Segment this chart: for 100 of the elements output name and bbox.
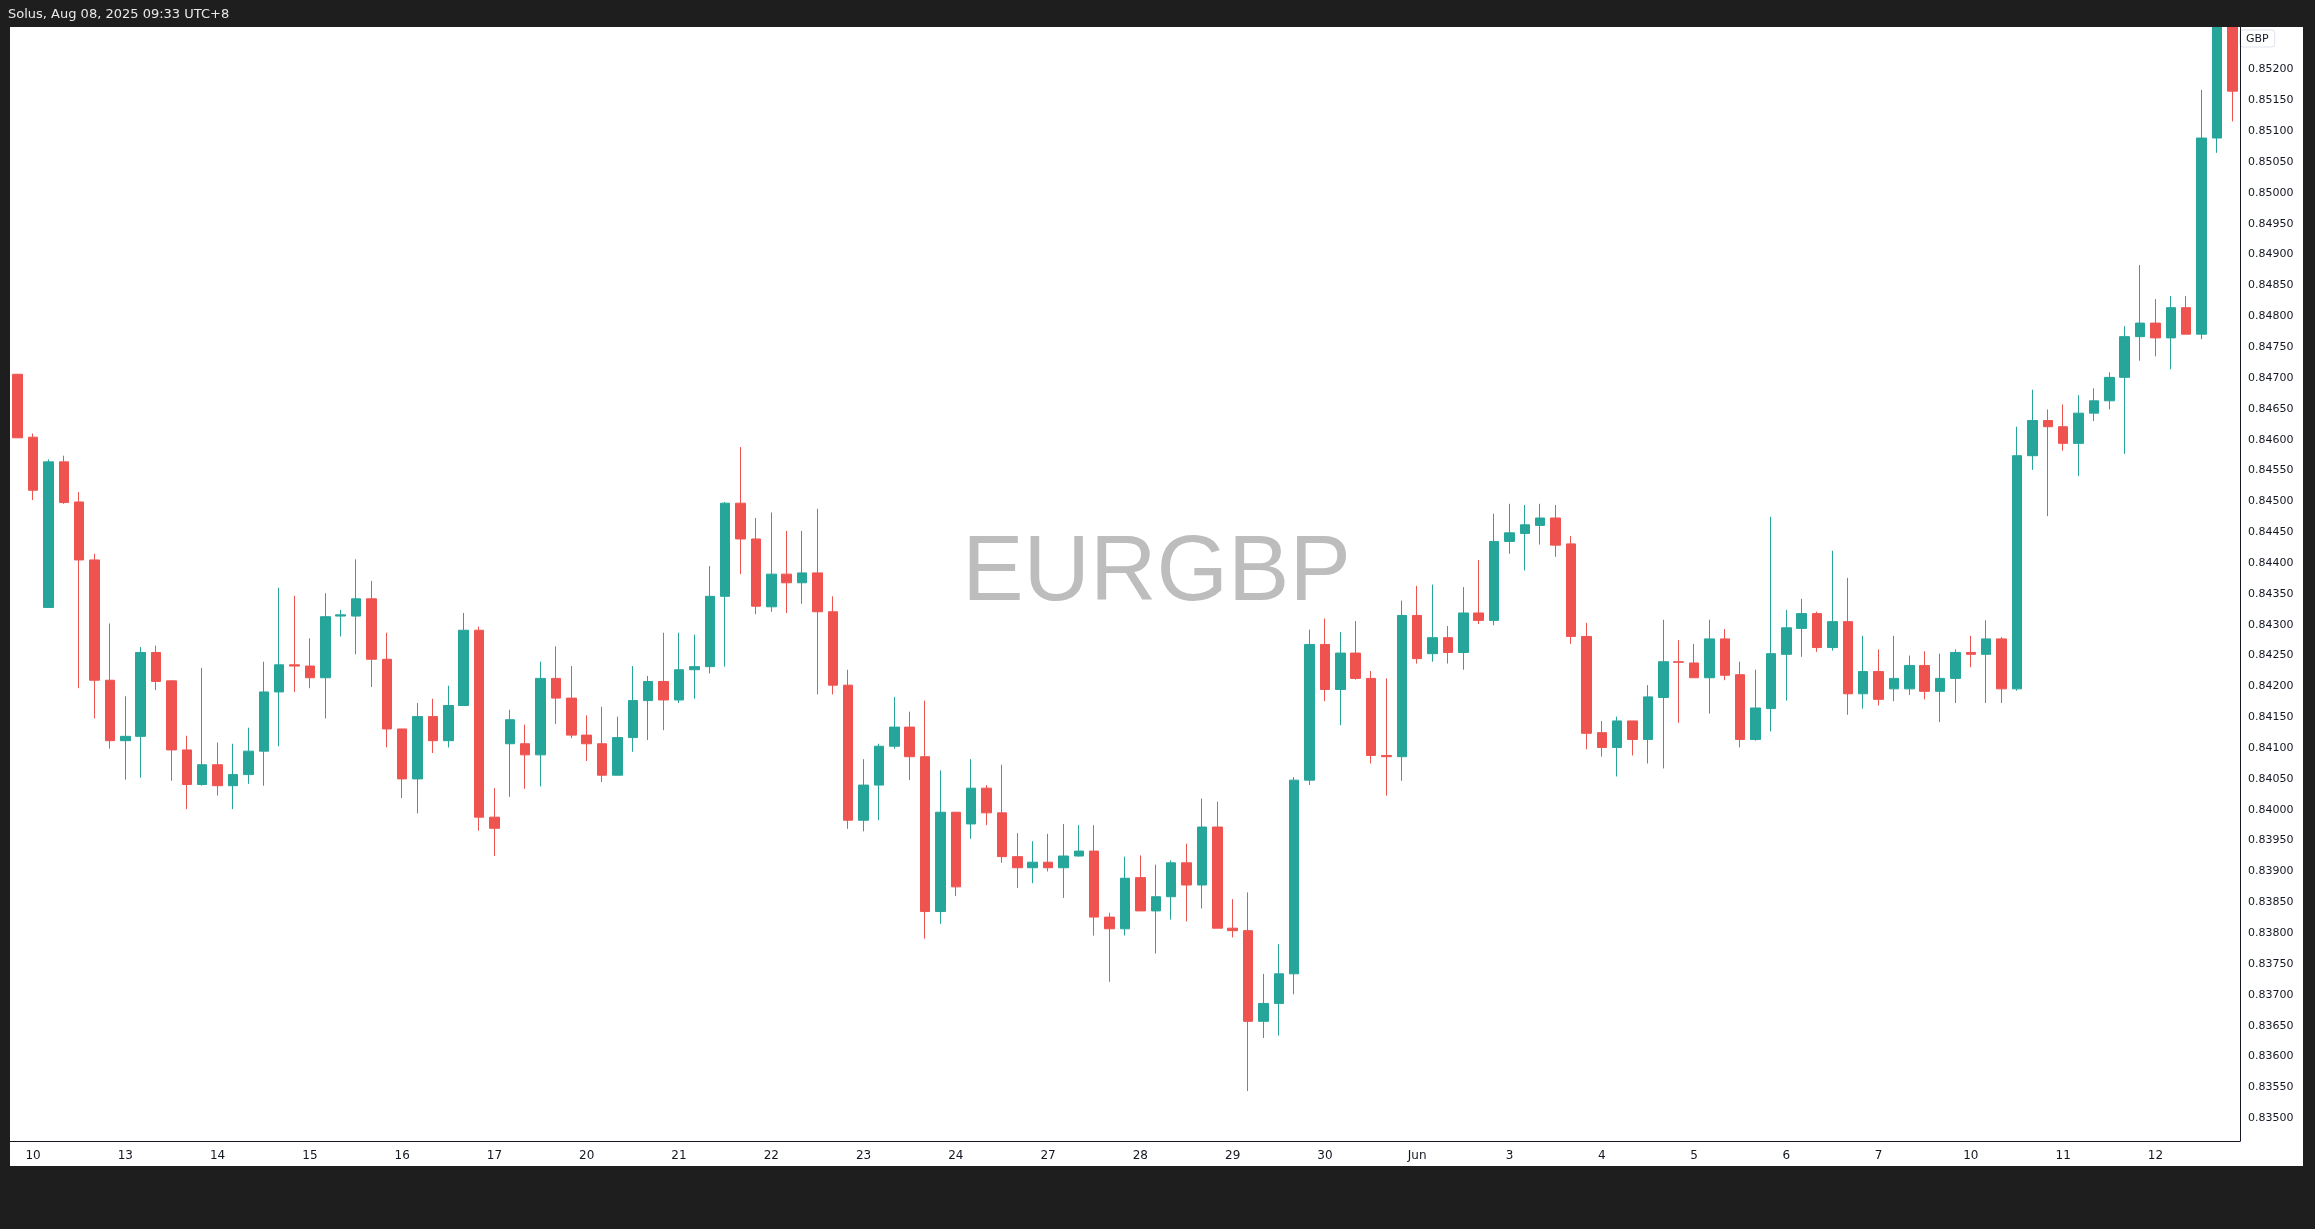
candlestick (1720, 628, 1730, 681)
x-tick-label: 10 (25, 1148, 41, 1162)
y-axis-title: GBP (2246, 32, 2270, 45)
candlestick (1781, 609, 1792, 702)
y-tick-label: 0.83600 (2248, 1049, 2294, 1063)
candlestick (89, 553, 100, 719)
candlestick (2227, 27, 2238, 122)
candlestick (705, 565, 715, 674)
candlestick (2012, 426, 2022, 692)
candlestick (689, 634, 700, 700)
candlestick (751, 517, 761, 615)
candlestick (1412, 585, 1422, 665)
y-tick-label: 0.84500 (2248, 494, 2294, 508)
x-tick-label: 24 (948, 1148, 964, 1162)
candlestick (843, 669, 853, 830)
candlestick (1120, 856, 1130, 937)
candlestick (1274, 943, 1284, 1037)
y-tick-label: 0.83800 (2248, 926, 2294, 940)
candlestick (351, 558, 361, 655)
candlestick (1197, 798, 1207, 909)
y-tick-label: 0.83900 (2248, 864, 2294, 878)
candlestick (2058, 404, 2068, 452)
candlestick (658, 632, 669, 731)
candlestick (74, 491, 84, 689)
candlestick (28, 432, 38, 501)
y-tick-label: 0.84800 (2248, 309, 2294, 323)
candlestick (997, 764, 1007, 864)
y-tick-label: 0.83850 (2248, 895, 2294, 909)
x-tick-label: 7 (1874, 1148, 1883, 1162)
candlestick (166, 679, 177, 782)
candlestick (674, 632, 684, 704)
candlestick (735, 446, 746, 575)
candlestick (828, 595, 838, 695)
candlestick (1889, 635, 1899, 702)
candlestick (1181, 843, 1192, 922)
candlestick (1151, 864, 1161, 954)
candlestick (2196, 89, 2207, 340)
candlestick (1796, 598, 1807, 658)
candlestick (2043, 408, 2053, 517)
y-tick-label: 0.84450 (2248, 525, 2294, 539)
y-tick-label: 0.84100 (2248, 740, 2294, 754)
x-tick-label: 23 (855, 1148, 872, 1162)
x-tick-label: 14 (209, 1148, 226, 1162)
candlestick (1827, 550, 1838, 652)
candlestick (397, 728, 407, 799)
candlestick (643, 675, 653, 741)
candlestick (1489, 513, 1499, 626)
y-tick-label: 0.84550 (2248, 463, 2294, 477)
candlestick (1212, 801, 1223, 929)
candlestick (858, 758, 869, 832)
y-tick-label: 0.84750 (2248, 340, 2294, 354)
candlestick (1935, 653, 1945, 723)
candlestick (382, 632, 392, 748)
candlestick (1919, 650, 1930, 700)
candlestick (981, 784, 992, 826)
x-tick-label: 15 (302, 1148, 318, 1162)
candlestick (59, 455, 69, 505)
candlestick (1350, 620, 1361, 681)
candlestick (581, 714, 592, 762)
y-tick-label: 0.84200 (2248, 679, 2294, 693)
candlestick (1904, 655, 1915, 696)
x-tick-label: 21 (671, 1148, 687, 1162)
candlestick (1104, 912, 1115, 983)
y-tick-label: 0.84300 (2248, 617, 2294, 631)
candlestick (1966, 635, 1976, 668)
candlestick (243, 727, 254, 785)
candlestick (551, 645, 561, 725)
candlestick (1043, 833, 1053, 872)
y-tick-label: 0.84900 (2248, 247, 2294, 261)
candlestick (1243, 891, 1253, 1092)
candlestick (335, 609, 346, 637)
candlestick (1858, 635, 1868, 710)
candlestick (1135, 854, 1146, 912)
x-tick-label: 29 (1225, 1148, 1241, 1162)
candlestick (1012, 832, 1023, 889)
candlestick (1335, 631, 1346, 726)
candlestick (1473, 559, 1484, 625)
candlestick (228, 743, 238, 810)
candlestick (1397, 600, 1407, 782)
x-tick-label: 28 (1132, 1148, 1149, 1162)
x-tick-label: 30 (1317, 1148, 1333, 1162)
y-tick-label: 0.84700 (2248, 370, 2294, 384)
text: Solus, Aug 08, 2025 09:33 UTC+8 (8, 6, 230, 21)
candlestick (1166, 859, 1176, 921)
candlestick (474, 626, 484, 832)
y-tick-label: 0.83750 (2248, 956, 2294, 970)
candlestick (2119, 325, 2130, 455)
candlestick (135, 646, 146, 779)
candlestick (1258, 973, 1269, 1039)
y-tick-label: 0.84650 (2248, 401, 2294, 415)
candlestick (920, 700, 930, 940)
candlestick (1027, 840, 1038, 884)
candlestick (289, 595, 300, 693)
candlestick (505, 709, 515, 798)
candlestick (1381, 677, 1392, 797)
candlestick (2150, 298, 2161, 357)
y-tick-label: 0.84150 (2248, 710, 2294, 724)
x-tick-label: 6 (1782, 1148, 1791, 1162)
candlestick (105, 622, 115, 750)
y-tick-label: 0.84950 (2248, 216, 2294, 230)
